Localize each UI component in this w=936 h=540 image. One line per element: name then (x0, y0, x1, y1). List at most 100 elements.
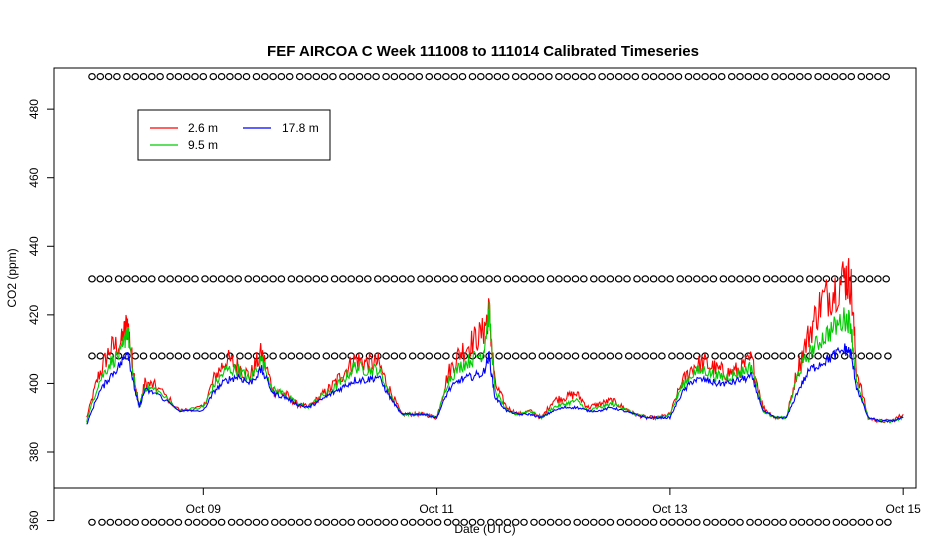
marker-point (158, 352, 166, 360)
marker-point (633, 275, 641, 283)
marker-point (287, 275, 296, 283)
marker-point (252, 275, 261, 283)
marker-point (485, 72, 493, 81)
marker-point (623, 275, 631, 283)
marker-point (719, 518, 728, 526)
marker-point (546, 518, 555, 526)
marker-point (398, 275, 407, 283)
marker-point (88, 275, 96, 283)
marker-point (226, 72, 234, 81)
marker-point (433, 275, 442, 283)
y-tick-label: 400 (27, 373, 41, 393)
marker-point (339, 352, 347, 360)
marker-point (104, 275, 113, 283)
marker-point (779, 72, 788, 81)
marker-point (771, 352, 779, 360)
marker-point (598, 352, 606, 360)
marker-point (563, 275, 572, 283)
marker-point (744, 72, 753, 81)
marker-point (260, 72, 269, 81)
marker-point (339, 72, 347, 81)
marker-point (666, 275, 675, 283)
marker-point (149, 518, 158, 526)
marker-point (285, 72, 294, 81)
marker-point (217, 275, 226, 283)
marker-point (357, 518, 366, 526)
marker-point (330, 275, 339, 283)
marker-point (106, 518, 115, 526)
marker-point (425, 275, 434, 283)
marker-point (184, 518, 193, 526)
marker-point (329, 72, 337, 81)
x-tick-label: Oct 11 (419, 502, 454, 516)
marker-point (536, 275, 545, 283)
marker-point (209, 352, 218, 360)
marker-point (139, 275, 148, 283)
marker-point (287, 352, 296, 360)
marker-point (754, 352, 763, 360)
marker-point (727, 275, 736, 283)
marker-point (408, 518, 417, 526)
marker-point (658, 352, 666, 360)
marker-point (571, 352, 580, 360)
marker-point (614, 275, 623, 283)
marker-point (373, 275, 382, 283)
marker-point (201, 518, 209, 526)
marker-point (226, 275, 234, 283)
marker-point (736, 275, 744, 283)
marker-point (659, 518, 668, 526)
marker-point (139, 72, 148, 81)
marker-point (149, 352, 158, 360)
marker-point (795, 72, 804, 81)
marker-point (495, 352, 503, 360)
marker-point (398, 72, 407, 81)
marker-point (744, 275, 753, 283)
marker-point (849, 518, 857, 526)
marker-point (485, 275, 493, 283)
marker-point (347, 275, 356, 283)
marker-point (658, 72, 666, 81)
marker-point (589, 352, 598, 360)
marker-point (166, 72, 174, 81)
marker-point (174, 72, 183, 81)
marker-point (573, 518, 582, 526)
marker-point (141, 518, 150, 526)
marker-point (545, 72, 553, 81)
marker-point (571, 275, 580, 283)
marker-point (433, 518, 442, 526)
marker-point (598, 72, 606, 81)
marker-point (191, 72, 199, 81)
marker-point (452, 352, 460, 360)
marker-point (616, 518, 625, 526)
marker-point (182, 72, 191, 81)
marker-point (787, 72, 796, 81)
marker-point (520, 275, 528, 283)
marker-point (839, 72, 847, 81)
marker-point (598, 275, 606, 283)
marker-point (304, 352, 312, 360)
marker-point (355, 72, 364, 81)
marker-point (295, 352, 304, 360)
marker-point (804, 72, 812, 81)
legend-box (137, 109, 331, 161)
series-line (86, 301, 904, 424)
y-tick-label: 420 (27, 305, 41, 325)
marker-point (486, 518, 495, 526)
marker-point (520, 72, 528, 81)
marker-point (882, 72, 891, 81)
marker-point (589, 275, 598, 283)
marker-point (701, 72, 709, 81)
marker-point (433, 72, 442, 81)
marker-point (236, 518, 244, 526)
marker-point (692, 72, 701, 81)
marker-point (295, 275, 304, 283)
marker-point (460, 518, 469, 526)
marker-point (762, 275, 771, 283)
marker-point (417, 275, 425, 283)
marker-point (702, 518, 711, 526)
marker-point (840, 352, 849, 360)
marker-point (312, 72, 321, 81)
marker-point (787, 275, 796, 283)
y-axis-label: CO2 (ppm) (5, 248, 19, 307)
marker-point (520, 518, 528, 526)
